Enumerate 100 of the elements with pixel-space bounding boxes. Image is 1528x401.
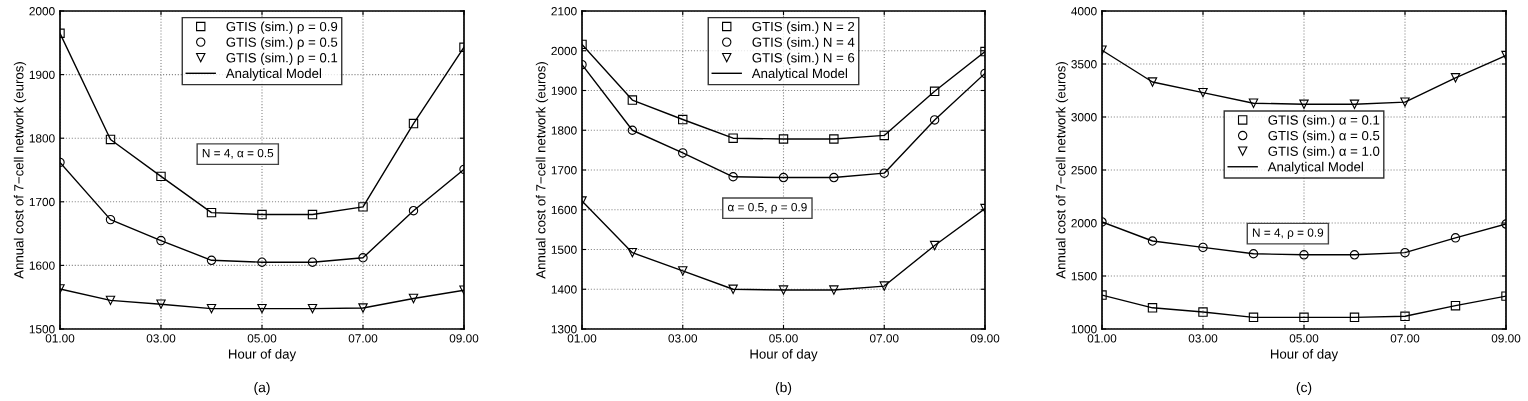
x-tick-label: 07.00 [1390,334,1420,343]
point [627,95,638,105]
point [257,303,267,314]
text: (b) [775,382,792,395]
point [678,114,688,125]
y-tick-label: 1900 [551,86,577,95]
y-tick-label: 1800 [29,134,55,143]
point [778,285,789,295]
point [257,209,267,220]
point [1299,312,1309,323]
x-axis-title: Hour of day [750,349,818,362]
legend-label: GTIS (sim.) ρ = 0.5 [226,37,338,50]
y-tick-label: 2500 [1071,166,1097,175]
point [1248,249,1259,259]
y-axis-title: Annual cost of 7−cell network (euros) [13,62,27,279]
y-tick-label: 1700 [29,197,55,207]
y-tick-label: 4000 [1071,7,1097,16]
point [358,202,368,212]
point [879,281,889,291]
x-tick-label: 07.00 [869,334,899,343]
point [408,293,419,304]
point [1450,233,1461,243]
legend-label: GTIS (sim.) α = 0.5 [1268,130,1380,143]
point [156,299,166,309]
point [1400,247,1410,258]
legend-label: Analytical Model [751,68,847,81]
point [1198,242,1208,253]
annotation: N = 4, α = 0.5 [202,148,274,159]
point [1349,312,1360,323]
point [627,247,638,258]
point [929,115,940,125]
point [307,257,318,267]
x-tick-label: 07.00 [348,334,378,343]
point [1400,97,1410,107]
x-tick-label: 01.00 [45,334,75,343]
point [257,257,267,267]
x-tick-label: 01.00 [567,334,597,343]
point [1400,311,1410,322]
point [829,285,839,295]
point [829,172,839,183]
point [105,134,116,145]
point [358,303,368,313]
point [1198,307,1208,317]
x-tick-label: 09.00 [1491,334,1521,343]
point [1349,250,1360,260]
point [206,303,217,314]
y-tick-label: 1600 [551,205,577,215]
point [929,86,940,97]
point [678,148,688,158]
point [105,295,116,306]
point [1198,87,1208,98]
point [1299,250,1309,260]
point [1450,73,1461,83]
y-tick-label: 3000 [1071,113,1097,122]
legend-label: GTIS (sim.) N = 4 [752,37,855,50]
y-tick-label: 2000 [1071,219,1097,228]
y-tick-label: 2000 [29,7,55,16]
y-tick-label: 1500 [551,245,577,254]
x-axis-title: Hour of day [228,349,297,362]
point [678,266,688,276]
y-tick-label: 1500 [29,325,55,334]
point [358,253,368,263]
y-tick-label: 1900 [29,70,55,79]
legend-label: GTIS (sim.) α = 1.0 [1268,146,1380,159]
point [156,235,166,246]
point [778,172,789,183]
point [408,205,419,216]
x-tick-label: 05.00 [1289,334,1319,343]
text: (a) [254,382,270,395]
y-axis-title: Annual cost of 7−cell network (euros) [535,62,549,279]
point [1299,99,1309,110]
x-tick-label: 05.00 [247,334,277,343]
point [1147,77,1158,87]
legend-label: Analytical Model [225,68,321,81]
point [879,130,889,141]
x-tick-label: 03.00 [668,334,698,343]
point [1450,300,1461,311]
point [1248,98,1259,108]
point [408,118,419,129]
point [307,209,318,220]
x-tick-label: 03.00 [146,334,176,343]
point [307,303,318,314]
legend-label: GTIS (sim.) ρ = 0.9 [226,21,338,34]
text: (c) [1296,382,1312,395]
point [728,172,738,182]
x-tick-label: 01.00 [1087,334,1117,343]
x-tick-label: 03.00 [1188,334,1218,343]
point [1147,303,1158,313]
y-tick-label: 1400 [551,285,577,294]
y-tick-label: 1000 [1071,325,1097,334]
y-axis-title: Annual cost of 7−cell network (euros) [1055,62,1069,279]
x-tick-label: 09.00 [970,334,1000,343]
x-tick-label: 09.00 [449,334,479,343]
point [206,207,217,218]
point [879,168,889,178]
point [929,240,940,251]
x-tick-label: 05.00 [769,334,798,343]
point [1349,99,1360,110]
point [156,171,166,182]
point [627,125,638,135]
